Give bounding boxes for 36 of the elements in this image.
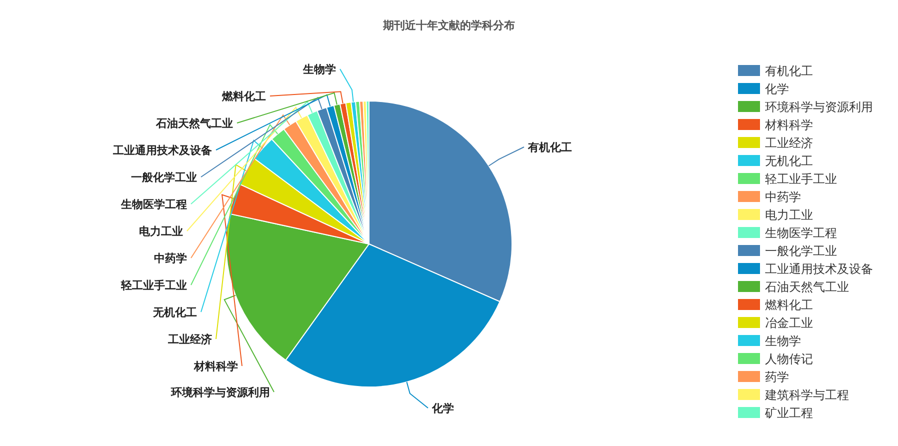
slice-label: 工业通用技术及设备 — [112, 144, 212, 157]
slice-label: 化学 — [431, 402, 454, 415]
slice-label: 一般化学工业 — [131, 171, 197, 184]
legend-label: 生物医学工程 — [765, 226, 837, 240]
legend-label: 工业经济 — [765, 136, 813, 150]
slice-label: 生物医学工程 — [120, 198, 187, 211]
slice-label: 有机化工 — [527, 141, 572, 154]
legend-label: 电力工业 — [765, 208, 813, 222]
slice-label: 生物学 — [302, 63, 336, 76]
legend-label: 人物传记 — [765, 352, 813, 366]
slice-label: 燃料化工 — [221, 90, 266, 103]
chart-title: 期刊近十年文献的学科分布 — [382, 19, 515, 32]
slice-label: 电力工业 — [139, 225, 183, 238]
legend-label: 矿业工程 — [764, 406, 813, 420]
legend-label: 轻工业手工业 — [765, 172, 837, 186]
legend-label: 燃料化工 — [765, 298, 813, 312]
legend-label: 工业通用技术及设备 — [765, 262, 873, 276]
legend-label: 无机化工 — [765, 154, 813, 168]
legend-label: 环境科学与资源利用 — [765, 100, 873, 114]
legend-label: 建筑科学与工程 — [764, 388, 849, 402]
slice-label: 工业经济 — [167, 333, 212, 346]
legend-label: 冶金工业 — [765, 316, 813, 330]
slice-label: 无机化工 — [152, 306, 197, 319]
legend-label: 石油天然气工业 — [765, 280, 849, 294]
slice-label: 石油天然气工业 — [155, 117, 233, 130]
slice-label: 中药学 — [154, 252, 187, 265]
legend-label: 有机化工 — [765, 64, 813, 78]
legend-label: 生物学 — [765, 334, 801, 348]
legend-label: 中药学 — [765, 190, 801, 204]
slice-label: 轻工业手工业 — [120, 279, 187, 292]
legend-label: 药学 — [765, 370, 789, 384]
slice-label: 材料科学 — [193, 360, 238, 373]
legend-label: 化学 — [765, 82, 789, 96]
slice-label: 环境科学与资源利用 — [170, 386, 270, 399]
legend-label: 材料科学 — [764, 118, 813, 132]
legend-label: 一般化学工业 — [765, 244, 837, 258]
